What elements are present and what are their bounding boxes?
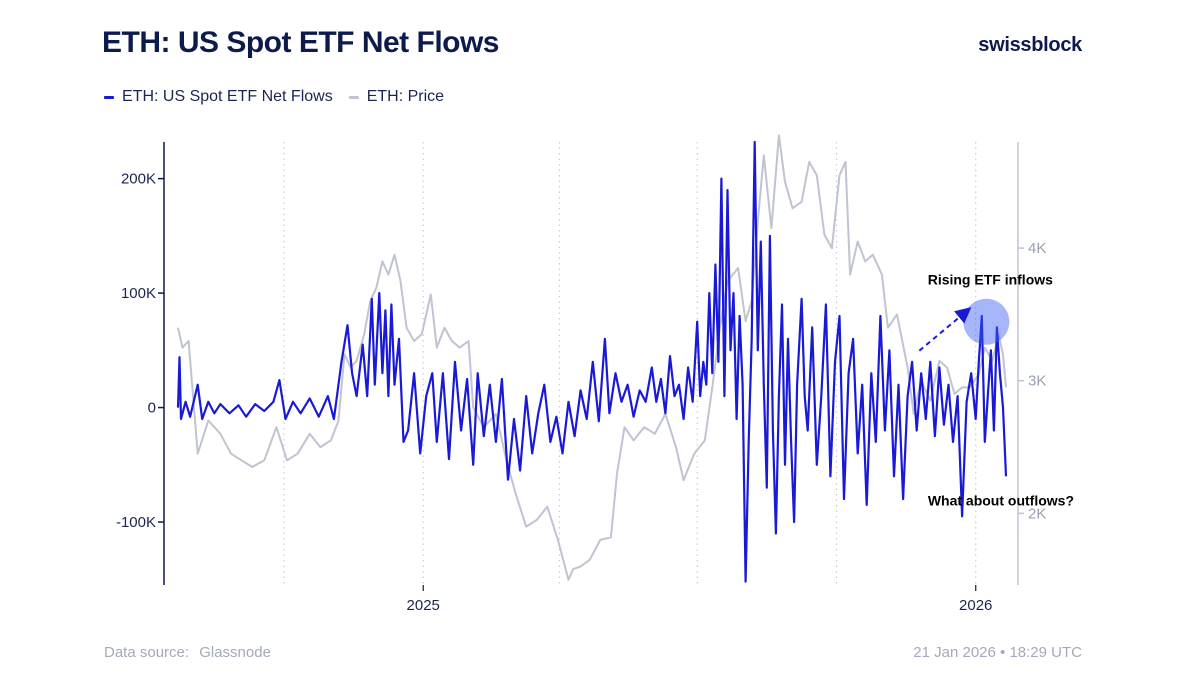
y-right-tick-label-0: 4K xyxy=(1028,240,1046,257)
chart-legend: ETH: US Spot ETF Net Flows ETH: Price xyxy=(104,88,444,106)
data-source-label: Data source: xyxy=(104,644,190,661)
legend-label-flows: ETH: US Spot ETF Net Flows xyxy=(122,88,333,105)
x-tick-label-1: 2026 xyxy=(959,597,992,614)
x-tick-label-0: 2025 xyxy=(407,597,440,614)
y-right-tick-label-2: 2K xyxy=(1028,505,1046,522)
price-series xyxy=(177,134,1007,581)
chart-canvas: 200K 100K 0 -100K 4K 3K 2K 2025 2026 Rising ETF … xyxy=(116,134,1074,614)
legend-label-price: ETH: Price xyxy=(366,88,445,105)
annotation-rising-inflows: Rising ETF inflows xyxy=(928,272,1053,288)
price-line xyxy=(177,134,1007,581)
legend-swatch-flows xyxy=(104,95,114,99)
annotations: Rising ETF inflows What about outflows? xyxy=(918,272,1074,508)
highlight-circle xyxy=(963,298,1010,345)
grid-lines xyxy=(283,142,977,585)
data-source-value: Glassnode xyxy=(199,644,271,661)
annotation-outflows: What about outflows? xyxy=(928,492,1074,508)
axes: 200K 100K 0 -100K 4K 3K 2K 2025 2026 xyxy=(116,142,1046,614)
y-right-tick-label-1: 3K xyxy=(1028,373,1046,390)
y-left-tick-label-2: 0 xyxy=(148,400,156,417)
legend-swatch-price xyxy=(348,95,359,99)
flows-series xyxy=(176,140,1008,583)
y-left-tick-label-1: 100K xyxy=(121,285,156,302)
y-left-tick-label-0: 200K xyxy=(121,171,156,188)
legend-item-price[interactable]: ETH: Price xyxy=(348,88,445,106)
legend-item-flows[interactable]: ETH: US Spot ETF Net Flows xyxy=(104,88,333,106)
chart-title: ETH: US Spot ETF Net Flows xyxy=(102,26,500,59)
timestamp: 21 Jan 2026 • 18:29 UTC xyxy=(913,644,1082,661)
flows-line xyxy=(176,140,1008,583)
y-left-tick-label-3: -100K xyxy=(116,514,156,531)
annotation-arrow xyxy=(918,307,972,352)
data-source: Data source: Glassnode xyxy=(104,644,271,661)
brand-logo: swissblock xyxy=(978,34,1082,56)
